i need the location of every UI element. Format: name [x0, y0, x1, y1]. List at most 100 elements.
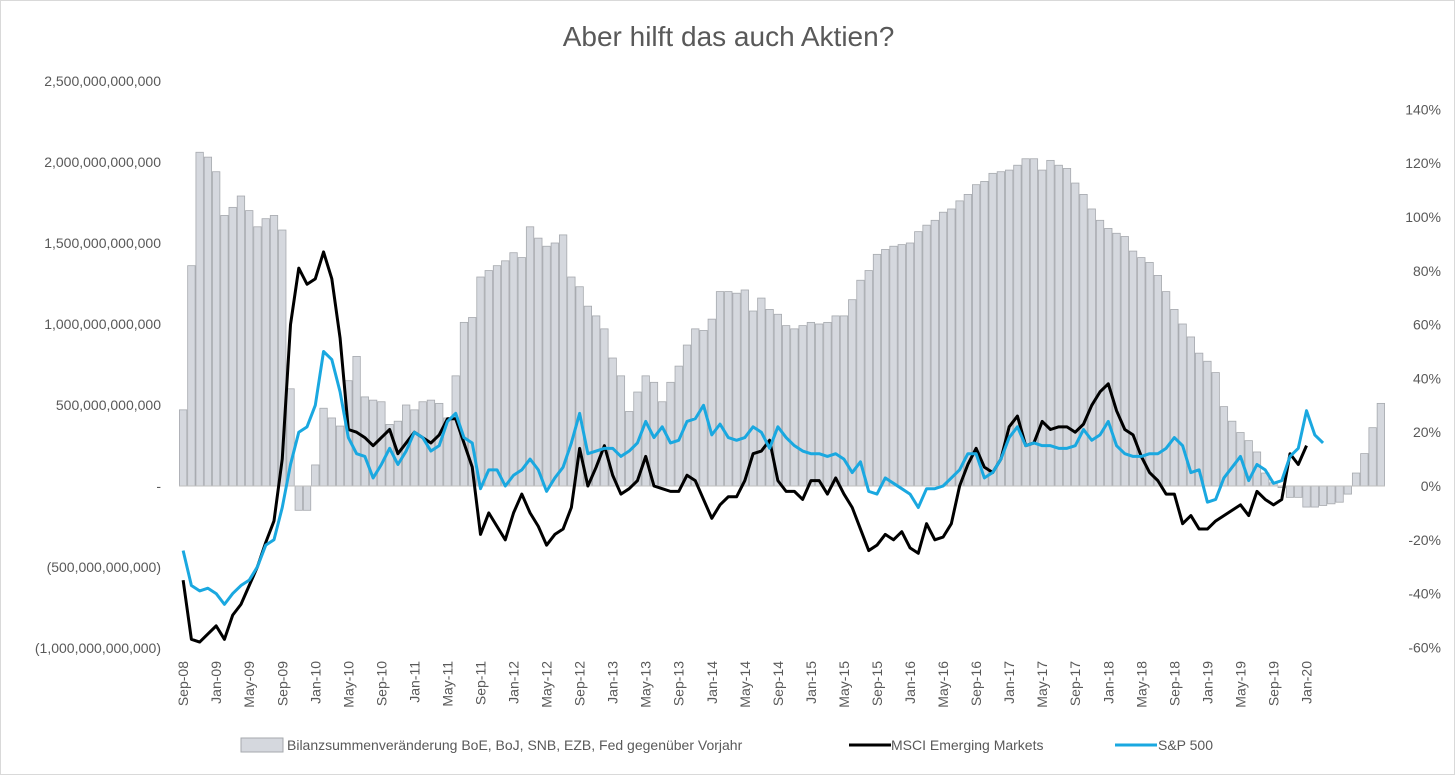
- x-tick-label: Sep-09: [274, 661, 290, 706]
- bar: [963, 193, 972, 487]
- bar: [823, 321, 832, 487]
- bar: [848, 299, 857, 487]
- x-tick-label: Sep-17: [1067, 661, 1083, 706]
- bar: [724, 291, 733, 487]
- x-tick-label: May-18: [1133, 661, 1149, 708]
- bar: [798, 325, 807, 487]
- bar: [542, 245, 551, 487]
- bar: [335, 425, 345, 487]
- bar: [897, 244, 906, 487]
- right-tick-label: 20%: [1413, 424, 1441, 440]
- bar: [1343, 485, 1352, 495]
- x-tick-label: May-19: [1232, 661, 1248, 708]
- bar: [1318, 485, 1328, 506]
- bar: [947, 208, 956, 487]
- x-tick-label: Jan-20: [1299, 661, 1315, 704]
- bar: [988, 172, 997, 487]
- left-tick-label: 2,000,000,000,000: [44, 154, 161, 170]
- x-tick-label: Jan-18: [1100, 661, 1116, 704]
- bar: [666, 381, 675, 487]
- right-tick-label: 80%: [1413, 263, 1441, 279]
- bar: [1302, 485, 1311, 508]
- x-tick-label: May-10: [340, 661, 356, 708]
- bar: [790, 328, 799, 487]
- bar: [938, 211, 948, 487]
- bar: [600, 328, 609, 487]
- left-tick-label: 1,000,000,000,000: [44, 316, 161, 332]
- bar: [773, 313, 782, 487]
- right-axis: -60% -40% -20% 0% 20% 40% 60% 80% 100% 120% 140%: [1405, 101, 1441, 655]
- bar: [236, 195, 246, 487]
- legend-label-bars: Bilanzsummenveränderung BoE, BoJ, SNB, E…: [287, 737, 743, 753]
- bar: [220, 215, 229, 487]
- bar: [996, 171, 1006, 487]
- lines-layer: [181, 250, 1325, 644]
- bar: [311, 464, 320, 487]
- bar: [658, 401, 667, 487]
- bar: [377, 401, 386, 487]
- series-line: [181, 250, 1308, 644]
- bar: [806, 321, 816, 487]
- bar: [691, 328, 700, 487]
- legend-label-msci: MSCI Emerging Markets: [891, 737, 1043, 753]
- bar: [1294, 485, 1303, 498]
- bar: [1360, 453, 1369, 487]
- bar: [302, 485, 312, 511]
- bar: [187, 265, 196, 487]
- bar: [1120, 236, 1129, 487]
- bar: [872, 253, 882, 487]
- bar: [1079, 193, 1088, 487]
- x-tick-label: May-12: [539, 661, 555, 708]
- bar: [732, 292, 741, 487]
- bar: [245, 210, 254, 487]
- bar: [269, 215, 279, 487]
- legend-swatch-bars: [240, 737, 284, 753]
- bar: [881, 249, 890, 487]
- bar: [203, 156, 213, 487]
- x-tick-label: Sep-19: [1266, 661, 1282, 706]
- bar: [1327, 485, 1336, 505]
- right-tick-label: 120%: [1405, 155, 1441, 171]
- x-tick-label: May-09: [241, 661, 257, 708]
- left-tick-label: 1,500,000,000,000: [44, 235, 161, 251]
- left-axis: (1,000,000,000,000) (500,000,000,000) - 500…: [35, 73, 161, 656]
- bar: [1310, 485, 1319, 508]
- bar: [492, 265, 502, 487]
- bar: [583, 305, 592, 487]
- x-tick-label: May-14: [737, 661, 753, 708]
- bar: [484, 270, 493, 487]
- bar: [1203, 360, 1212, 487]
- bar: [1128, 250, 1138, 487]
- bar: [782, 325, 791, 487]
- bar: [319, 407, 328, 487]
- bar: [459, 321, 469, 487]
- x-tick-label: Jan-15: [803, 661, 819, 704]
- right-tick-label: -20%: [1408, 532, 1441, 548]
- x-tick-label: May-15: [836, 661, 852, 708]
- bar: [740, 289, 749, 487]
- bar: [905, 242, 915, 487]
- bar: [410, 409, 419, 487]
- bar: [715, 291, 725, 487]
- bar: [509, 252, 518, 487]
- bar: [1054, 164, 1063, 487]
- left-tick-label: (500,000,000,000): [47, 559, 161, 575]
- bar: [195, 151, 204, 487]
- bar: [922, 224, 931, 487]
- bar: [815, 323, 824, 487]
- bars-layer: [179, 151, 1385, 511]
- left-tick-label: 2,500,000,000,000: [44, 73, 161, 89]
- chart-title: Aber hilft das auch Aktien?: [562, 21, 895, 52]
- x-tick-label: Jan-19: [1199, 661, 1215, 704]
- bar: [930, 219, 939, 487]
- bar: [1211, 372, 1220, 487]
- right-tick-label: -40%: [1408, 586, 1441, 602]
- right-tick-label: 40%: [1413, 370, 1441, 386]
- bar: [517, 257, 526, 487]
- bar: [980, 181, 989, 487]
- x-tick-label: Sep-12: [572, 661, 588, 706]
- bar: [1046, 159, 1055, 487]
- bar: [1285, 485, 1295, 498]
- bar: [864, 270, 873, 487]
